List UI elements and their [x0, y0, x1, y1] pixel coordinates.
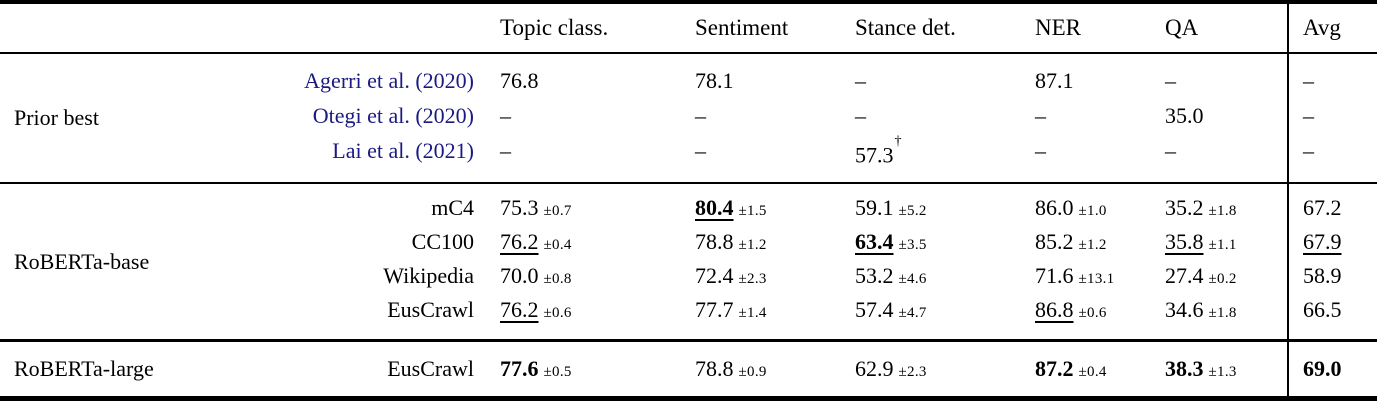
column-header-sentiment: Sentiment — [695, 15, 789, 40]
cell-sentiment: 78.1 — [695, 68, 734, 93]
model-label-mc4: mC4 — [431, 195, 474, 220]
column-header-qa: QA — [1165, 15, 1199, 40]
cell-ner: 85.2 ±1.2 — [1035, 229, 1107, 254]
table-row-otegi: Otegi et al. (2020) – – – – 35.0 – — [0, 98, 1377, 133]
cell-sentiment: 78.8 ±0.9 — [695, 355, 767, 381]
section-roberta-base: RoBERTa-base mC4 75.3 ±0.7 80.4 ±1.5 59.1 ±… — [0, 184, 1377, 339]
section-rule — [0, 339, 1377, 342]
cell-ner: 86.0 ±1.0 — [1035, 195, 1107, 220]
cell-qa: – — [1165, 68, 1176, 93]
model-label-wikipedia: Wikipedia — [383, 263, 474, 288]
citation-link-lai-2021[interactable]: Lai et al. (2021) — [332, 138, 474, 163]
column-header-stance: Stance det. — [855, 15, 956, 40]
table-row-euscrawl-base: EusCrawl 76.2 ±0.6 77.7 ±1.4 57.4 ±4.7 86.8… — [0, 293, 1377, 327]
table-header-row: Topic class. Sentiment Stance det. NER Q… — [0, 4, 1377, 52]
cell-ner: 71.6 ±13.1 — [1035, 263, 1115, 288]
cell-ner: – — [1035, 138, 1046, 163]
model-label-euscrawl-large: EusCrawl — [387, 355, 474, 381]
cell-avg: 66.5 — [1303, 297, 1342, 322]
model-label-euscrawl: EusCrawl — [387, 297, 474, 322]
cell-sentiment: – — [695, 103, 706, 128]
section-prior-best: Prior best Agerri et al. (2020) 76.8 78.… — [0, 54, 1377, 182]
cell-stance: 59.1 ±5.2 — [855, 195, 927, 220]
citation-link-agerri-2020[interactable]: Agerri et al. (2020) — [304, 68, 474, 93]
cell-ner: 87.1 — [1035, 68, 1074, 93]
cell-topic: – — [500, 138, 511, 163]
cell-ner: 86.8 ±0.6 — [1035, 297, 1107, 322]
cell-qa: 27.4 ±0.2 — [1165, 263, 1237, 288]
cell-sentiment: 77.7 ±1.4 — [695, 297, 767, 322]
column-header-avg: Avg — [1303, 15, 1341, 40]
header-group-spacer — [0, 4, 180, 52]
bottom-rule — [0, 395, 1377, 401]
group-label-roberta-large: RoBERTa-large — [14, 355, 154, 381]
group-label-prior-best: Prior best — [14, 105, 99, 130]
cell-stance: 57.4 ±4.7 — [855, 297, 927, 322]
table-row-wikipedia: Wikipedia 70.0 ±0.8 72.4 ±2.3 53.2 ±4.6 71.… — [0, 259, 1377, 293]
model-label-cc100: CC100 — [411, 229, 474, 254]
section-rule — [0, 182, 1377, 184]
cell-stance: – — [855, 68, 866, 93]
cell-avg: 67.9 — [1303, 229, 1342, 254]
avg-separator-line — [1287, 54, 1289, 182]
table-row-euscrawl-large: EusCrawl 77.6 ±0.5 78.8 ±0.9 62.9 ±2.3 87.2… — [0, 352, 1377, 386]
avg-separator-line — [1287, 4, 1289, 52]
cell-sentiment: 72.4 ±2.3 — [695, 263, 767, 288]
section-roberta-large: RoBERTa-large EusCrawl 77.6 ±0.5 78.8 ±0.9… — [0, 341, 1377, 396]
cell-stance: – — [855, 103, 866, 128]
citation-link-otegi-2020[interactable]: Otegi et al. (2020) — [312, 103, 474, 128]
group-label-roberta-base: RoBERTa-base — [14, 248, 150, 274]
cell-topic: 76.8 — [500, 68, 539, 93]
cell-topic: 76.2 ±0.4 — [500, 229, 572, 254]
cell-avg: 58.9 — [1303, 263, 1342, 288]
column-header-topic: Topic class. — [500, 15, 609, 40]
cell-qa: 35.0 — [1165, 103, 1204, 128]
header-rule — [0, 52, 1377, 54]
cell-qa: 34.6 ±1.8 — [1165, 297, 1237, 322]
cell-qa: 35.2 ±1.8 — [1165, 195, 1237, 220]
cell-qa: 38.3 ±1.3 — [1165, 355, 1237, 381]
cell-avg: – — [1303, 138, 1314, 163]
cell-stance: 53.2 ±4.6 — [855, 263, 927, 288]
cell-avg: 67.2 — [1303, 195, 1342, 220]
top-rule — [0, 0, 1377, 4]
cell-topic: 77.6 ±0.5 — [500, 355, 572, 381]
cell-topic: – — [500, 103, 511, 128]
cell-sentiment: – — [695, 138, 706, 163]
cell-qa: 35.8 ±1.1 — [1165, 229, 1237, 254]
cell-stance: 62.9 ±2.3 — [855, 355, 927, 381]
dagger-footnote-marker: † — [894, 134, 902, 149]
cell-ner: – — [1035, 103, 1046, 128]
cell-stance: 57.3† — [855, 134, 902, 168]
cell-avg: 69.0 — [1303, 355, 1342, 381]
cell-avg: – — [1303, 68, 1314, 93]
cell-sentiment: 78.8 ±1.2 — [695, 229, 767, 254]
table-row-lai: Lai et al. (2021) – – 57.3† – – – — [0, 133, 1377, 168]
table-row-mc4: mC4 75.3 ±0.7 80.4 ±1.5 59.1 ±5.2 86.0 ±1.0 … — [0, 191, 1377, 225]
column-header-ner: NER — [1035, 15, 1081, 40]
avg-separator-line — [1287, 341, 1289, 396]
avg-separator-line — [1287, 184, 1289, 339]
table-row-agerri: Agerri et al. (2020) 76.8 78.1 – 87.1 – … — [0, 63, 1377, 98]
cell-topic: 70.0 ±0.8 — [500, 263, 572, 288]
header-model-spacer — [180, 4, 500, 52]
cell-qa: – — [1165, 138, 1176, 163]
cell-topic: 76.2 ±0.6 — [500, 297, 572, 322]
cell-ner: 87.2 ±0.4 — [1035, 355, 1107, 381]
table-row-cc100: CC100 76.2 ±0.4 78.8 ±1.2 63.4 ±3.5 85.2 ±1.… — [0, 225, 1377, 259]
cell-stance: 63.4 ±3.5 — [855, 229, 927, 254]
cell-avg: – — [1303, 103, 1314, 128]
cell-topic: 75.3 ±0.7 — [500, 195, 572, 220]
cell-sentiment: 80.4 ±1.5 — [695, 195, 767, 220]
